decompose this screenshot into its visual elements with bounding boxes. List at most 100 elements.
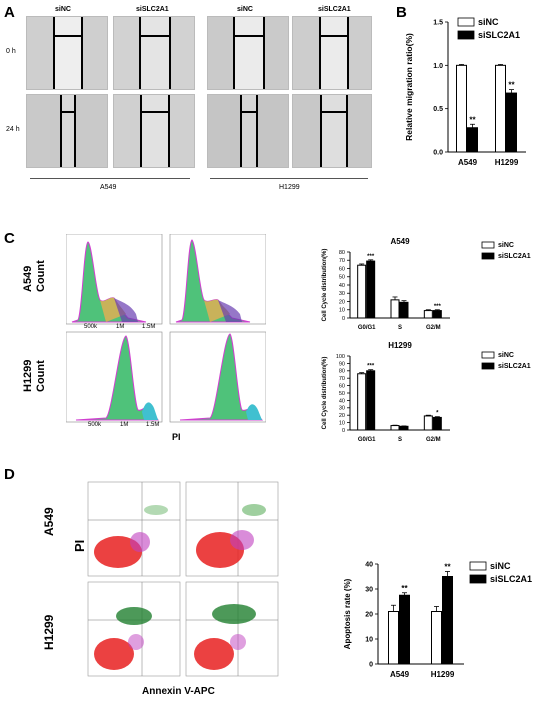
y-tick-label: 0.0 <box>433 149 443 156</box>
row-label-count-h1299: Count <box>35 360 47 392</box>
wound-image-h1299-sinc-0h <box>207 16 289 90</box>
y-axis-title: Cell Cycle distribution(%) <box>322 249 328 322</box>
cond-label-sislc2a1-h1299: siSLC2A1 <box>318 6 351 13</box>
category-label: G2/M <box>426 437 441 443</box>
legend-swatch <box>481 351 495 359</box>
y-axis-title: Apoptosis rate (%) <box>343 578 352 649</box>
histogram-a549-sinc <box>66 234 163 325</box>
y-tick-label: 20 <box>339 299 345 305</box>
bar <box>399 301 409 319</box>
significance-mark: * <box>436 411 439 417</box>
y-tick-label: 80 <box>339 250 345 256</box>
bar <box>442 576 453 665</box>
x-tick-15m-b: 1.5M <box>146 422 160 428</box>
bar <box>357 264 367 319</box>
wound-image-h1299-sislc2a1-24h <box>292 94 372 168</box>
legend-swatch <box>481 362 495 370</box>
legend-swatch <box>481 241 495 249</box>
wound-image-a549-sinc-24h <box>26 94 108 168</box>
bar <box>357 373 367 431</box>
y-tick-label: 100 <box>336 354 345 360</box>
row-label-a549: A549 <box>22 265 34 292</box>
histogram-h1299-sislc2a1 <box>169 331 266 423</box>
y-tick-label: 10 <box>365 636 373 643</box>
row-label-h1299-count: H1299 Count <box>22 330 47 410</box>
x-tick-15m-a: 1.5M <box>142 324 156 330</box>
dotplot-row-a549: A549 <box>42 507 56 536</box>
category-label: G2/M <box>426 325 441 331</box>
panel-label-c: C <box>4 230 15 247</box>
wound-image-h1299-sinc-24h <box>207 94 289 168</box>
legend-swatch <box>481 252 495 260</box>
flow-x-title: PI <box>172 432 181 442</box>
panel-label-d: D <box>4 466 15 483</box>
bar <box>390 425 400 431</box>
category-label: S <box>398 437 402 443</box>
legend-label: siNC <box>478 17 499 27</box>
panel-label-b: B <box>396 4 407 21</box>
dotplot-h1299-sinc <box>87 581 181 677</box>
y-tick-label: 70 <box>339 258 345 264</box>
significance-mark: ** <box>508 81 515 90</box>
y-tick-label: 0 <box>342 316 345 322</box>
legend-swatch <box>457 30 475 40</box>
dotplot-a549-sislc2a1 <box>185 481 279 577</box>
row-label-h1299: H1299 <box>22 359 34 392</box>
cond-label-sislc2a1-a549: siSLC2A1 <box>136 6 169 13</box>
y-tick-label: 20 <box>339 413 345 419</box>
significance-mark: ** <box>444 563 451 572</box>
dotplot-x-title: Annexin V-APC <box>142 686 215 697</box>
y-tick-label: 60 <box>339 266 345 272</box>
legend-label: siNC <box>490 561 511 571</box>
row-label-count-a549: Count <box>35 260 47 292</box>
cond-label-sinc-a549: siNC <box>55 6 71 13</box>
category-label: S <box>398 325 402 331</box>
significance-mark: *** <box>367 254 375 260</box>
category-label: H1299 <box>495 158 519 167</box>
wound-image-h1299-sislc2a1-0h <box>292 16 372 90</box>
significance-mark: ** <box>469 115 476 124</box>
legend-swatch <box>469 561 487 571</box>
y-tick-label: 10 <box>339 421 345 427</box>
y-tick-label: 30 <box>339 406 345 412</box>
bar <box>423 415 433 431</box>
flow-dotplots <box>87 481 279 677</box>
y-tick-label: 50 <box>339 275 345 281</box>
wound-image-a549-sislc2a1-0h <box>113 16 195 90</box>
bar <box>431 611 442 665</box>
category-label: A549 <box>390 670 410 679</box>
category-label: A549 <box>458 158 478 167</box>
y-tick-label: 40 <box>339 398 345 404</box>
bar <box>495 64 506 153</box>
bar <box>456 64 467 153</box>
bar <box>399 594 410 665</box>
apoptosis-chart: 0 10 20 30 40 Apoptosis rate (%) ** A549 ** H1299… <box>343 561 532 679</box>
legend-swatch <box>457 17 475 27</box>
y-tick-label: 90 <box>339 361 345 367</box>
y-tick-label: 80 <box>339 369 345 375</box>
bar <box>366 370 376 431</box>
x-tick-1m-a: 1M <box>116 324 125 330</box>
significance-mark: ** <box>401 584 408 593</box>
y-tick-label: 30 <box>365 586 373 593</box>
bar <box>506 92 517 153</box>
cond-label-sinc-h1299: siNC <box>237 6 253 13</box>
dotplot-a549-sinc <box>87 481 181 577</box>
y-tick-label: 0 <box>342 428 345 434</box>
y-tick-label: 10 <box>339 308 345 314</box>
bar <box>423 310 433 319</box>
legend-label: siSLC2A1 <box>490 574 532 584</box>
y-tick-label: 0 <box>369 661 373 668</box>
wound-image-a549-sislc2a1-24h <box>113 94 195 168</box>
significance-mark: *** <box>367 364 375 370</box>
row-label-a549-count: A549 Count <box>22 242 47 312</box>
migration-chart: 0.0 0.5 1.0 1.5 Relative migration ratio(%) *… <box>404 17 526 167</box>
legend-label: siSLC2A1 <box>478 30 520 40</box>
legend-swatch <box>469 574 487 584</box>
dotplot-h1299-sislc2a1 <box>185 581 279 677</box>
category-label: H1299 <box>431 670 455 679</box>
flow-histograms <box>66 234 266 423</box>
y-tick-label: 40 <box>365 561 373 568</box>
time-label-24h: 24 h <box>6 126 20 133</box>
